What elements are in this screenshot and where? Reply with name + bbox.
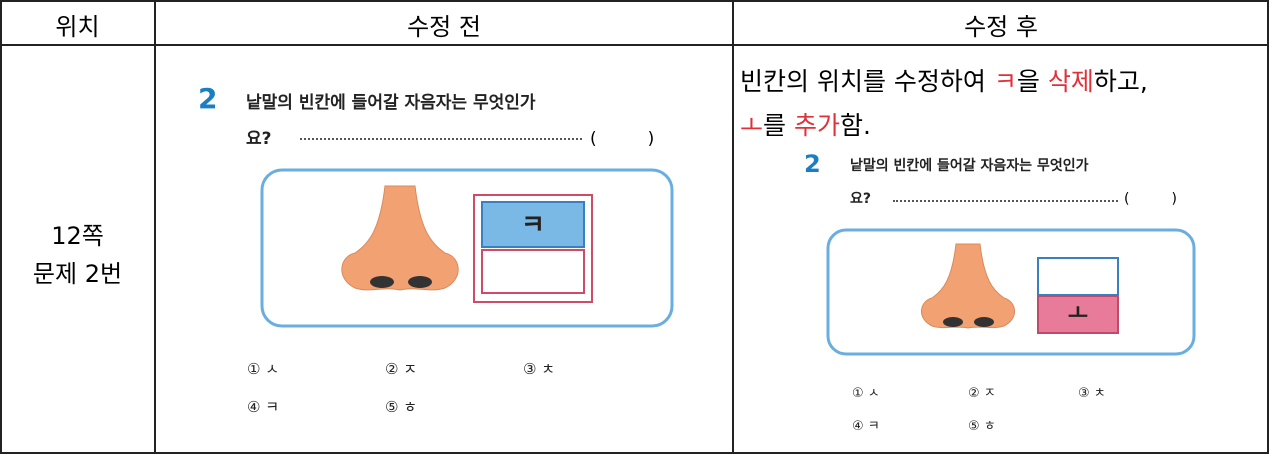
header-cell: 위치 [55,13,100,41]
box-bottom [481,249,585,294]
text: 를 [763,111,794,140]
explanation: 빈칸의 위치를 수정하여 ㅋ을 삭제하고, ㅗ를 추가함. [740,60,1148,148]
text: 함. [839,111,871,140]
question-number: 2 [804,150,821,178]
border [0,44,1269,46]
answer-blank: ( ) [590,129,655,149]
highlight-text: 추가 [793,111,840,140]
border [0,0,1269,2]
highlight-text: ㅋ [993,67,1017,96]
question-text: 낱말의 빈칸에 들어갈 자음자는 무엇인가 [850,158,1089,174]
question-text: 낱말의 빈칸에 들어갈 자음자는 무엇인가 [246,93,536,113]
answer-box [473,194,593,303]
header-cell: 수정 후 [964,13,1038,41]
nostril [974,317,994,327]
option: ③ ㅊ [1078,386,1106,401]
option: ① ㅅ [247,360,280,378]
nostril [408,276,432,288]
picture: ㅋ [260,168,674,328]
option: ⑤ ㅎ [385,398,418,416]
option: ⑤ ㅎ [968,419,996,434]
question-number: 2 [198,82,218,115]
leader [300,138,582,140]
option: ① ㅅ [852,386,880,401]
nose [341,185,459,291]
text: 빈칸의 위치를 수정하여 [740,67,994,96]
option: ③ ㅊ [523,360,556,378]
option: ② ㅈ [968,386,996,401]
text: 하고, [1093,67,1148,96]
border [732,0,734,454]
nostril [370,276,394,288]
nostril [943,317,963,327]
box-top [1037,257,1119,296]
location: 12쪽 [51,222,104,250]
box-top [481,201,585,248]
answer-blank: ( ) [1124,191,1177,207]
explanation-line: 빈칸의 위치를 수정하여 ㅋ을 삭제하고, [740,60,1148,104]
highlight-text: ㅗ [740,111,764,140]
location: 문제 2번 [32,260,123,288]
header-cell: 수정 전 [407,13,481,41]
leader [893,200,1118,202]
border [154,0,156,454]
box-bottom [1037,295,1119,334]
explanation-line: ㅗ를 추가함. [740,104,1148,148]
option: ④ ㅋ [247,398,280,416]
option: ④ ㅋ [852,419,880,434]
question-text: 요? [246,129,272,149]
text: 을 [1016,67,1048,96]
border [0,0,2,454]
border [0,452,1269,454]
picture-frame [826,228,1196,356]
picture: ㅗ [826,228,1196,356]
border [1267,0,1269,454]
box-letter: ㅋ [521,211,545,241]
box-letter: ㅗ [1068,302,1088,327]
question-text: 요? [850,191,872,207]
option: ② ㅈ [385,360,418,378]
nose [921,243,1015,329]
picture-frame [260,168,674,328]
highlight-text: 삭제 [1047,67,1094,96]
